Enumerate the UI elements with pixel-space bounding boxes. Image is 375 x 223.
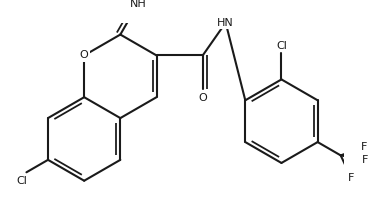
Text: O: O <box>198 93 207 103</box>
Text: F: F <box>348 173 354 183</box>
Text: O: O <box>80 50 88 60</box>
Text: HN: HN <box>217 18 234 28</box>
Text: Cl: Cl <box>16 176 27 186</box>
Text: NH: NH <box>130 0 147 9</box>
Text: F: F <box>362 155 368 165</box>
Text: F: F <box>361 142 367 152</box>
Text: Cl: Cl <box>276 41 287 51</box>
